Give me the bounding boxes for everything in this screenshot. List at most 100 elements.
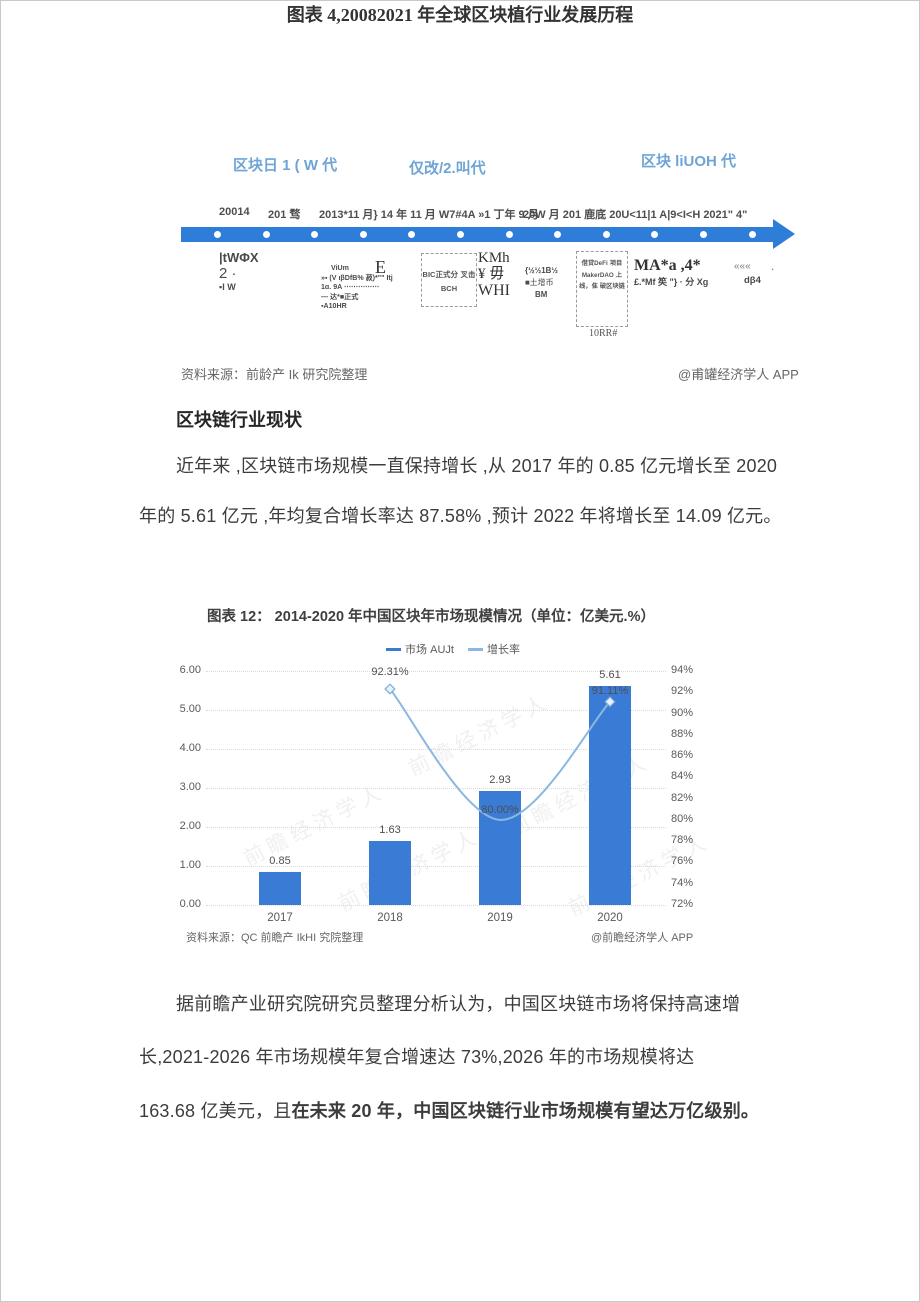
timeline-note-3: KMh ¥ 毋 WHI: [478, 250, 510, 299]
y-axis-tick-right: 92%: [671, 685, 694, 698]
note-2-line4: — 达*■正式: [321, 292, 359, 301]
figure4-source-left: 资料来源：前龄产 Ik 研究院整理: [181, 367, 368, 382]
box-2-line3: MakerDAO: [581, 271, 614, 279]
note-5-line1: MA*a ,4*: [634, 257, 701, 274]
y-axis-tick-right: 80%: [671, 812, 694, 825]
para2-line3-bold: 在未来 20 年，中国区块链行业市场规模有望达万亿级别。: [291, 1101, 760, 1121]
y-axis-tick-right: 90%: [671, 706, 694, 719]
timeline-date-4: 20W 月 201 鹿底 20U<11|1 A|9<I<H 2021" 4": [523, 209, 748, 221]
gridline: [206, 866, 666, 867]
y-axis-tick-right: 94%: [671, 664, 694, 676]
timeline-node-dot: [408, 231, 416, 238]
para2-line3-normal: 163.68 亿美元，且: [139, 1101, 292, 1121]
note-3-line1: KMh: [478, 250, 510, 266]
y-axis-tick-left: 4.00: [179, 742, 201, 754]
timeline-box-2-caption: 10RR#: [589, 328, 618, 339]
note-5-line2: £.*Mf 笶 "} · 分 Xg: [634, 277, 709, 287]
note-1-line3: ▪I W: [219, 282, 236, 292]
note-3-line2: ¥ 毋: [478, 265, 505, 282]
timeline-note-4: {½½1B½ ■土增币 BM: [525, 265, 558, 301]
x-axis-tick: 2020: [597, 912, 623, 924]
box-1-line1: BIC正式分: [422, 270, 458, 279]
timeline-node-dot: [457, 231, 464, 238]
note-1-line1: |tWΦX: [219, 250, 259, 265]
y-axis-tick-right: 78%: [671, 834, 694, 847]
timeline-note-6-dbeta: dβ4: [744, 275, 761, 286]
y-axis-tick-left: 2.00: [179, 820, 201, 832]
y-axis-tick-left: 5.00: [179, 703, 201, 715]
x-axis-tick: 2017: [267, 912, 293, 924]
section-heading: 区块链行业现状: [176, 410, 302, 430]
watermark-text: 前瞻经济学人: [404, 689, 555, 781]
market-size-bar: [369, 841, 411, 905]
box-2-line2: 项目: [609, 260, 623, 267]
box-2-line1: 借贷DeFi: [581, 260, 608, 267]
timeline-node-dot: [505, 231, 513, 238]
timeline-dashed-box-1: BIC正式分 叉击BCH: [421, 253, 477, 307]
market-size-bar: [589, 686, 631, 905]
y-axis-tick-left: 0.00: [179, 898, 201, 910]
figure12-source-right: @前瞻经济学人 APP: [591, 932, 694, 944]
y-axis-tick-right: 84%: [671, 770, 694, 783]
box-1-line2: 叉击BCH: [440, 270, 476, 293]
timeline-stage-label-3: 区块 liUOH 代: [641, 153, 737, 170]
timeline-date-2: 201 骛: [268, 209, 301, 221]
timeline-date-1: 20014: [219, 206, 250, 218]
timeline-node-dot: [359, 231, 367, 238]
bar-value-label: 0.85: [269, 854, 291, 867]
x-axis-tick: 2018: [377, 912, 403, 924]
note-2-line1: ViUm: [331, 264, 349, 272]
note-4-line2: ■土增币: [525, 277, 554, 287]
para2-line2: 长,2021-2026 年市场规模年复合增速达 73%,2026 年的市场规模将…: [139, 1047, 695, 1067]
y-axis-tick-right: 88%: [671, 727, 694, 740]
timeline-node-dot: [602, 231, 610, 238]
bar-value-label: 2.93: [489, 773, 511, 786]
timeline-note-6-chevrons: «««: [734, 261, 751, 272]
timeline-node-dot: [700, 231, 707, 238]
figure4-title: 图表 4,20082021 年全球区块植行业发展历程: [286, 5, 634, 25]
y-axis-tick-left: 6.00: [179, 664, 201, 676]
bar-value-label: 5.61: [599, 669, 621, 682]
box-2-line5: 破区块链: [599, 283, 625, 291]
legend-label: 增长率: [486, 644, 520, 656]
para2-line1: 据前瞻产业研究院研究员整理分析认为，中国区块链市场将保持高速增: [176, 994, 741, 1014]
timeline-stage-label-1: 区块日 1 ( W 代: [233, 157, 338, 174]
y-axis-tick-right: 76%: [671, 855, 694, 868]
note-3-line3: WHI: [478, 281, 510, 299]
para1-line2: 年的 5.61 亿元 ,年均复合增长率达 87.58% ,预计 2022 年将增…: [139, 506, 782, 526]
gridline: [206, 905, 666, 906]
y-axis-tick-right: 86%: [671, 749, 694, 762]
y-axis-tick-right: 74%: [671, 876, 694, 889]
note-1-line2: 2 ·: [219, 265, 237, 282]
timeline-node-dot: [311, 231, 319, 238]
legend-item: 市场 AUJt: [386, 641, 454, 657]
note-2-line5: ▪A10HR: [321, 302, 347, 311]
para1-line1: 近年来 ,区块链市场规模一直保持增长 ,从 2017 年的 0.85 亿元增长至…: [176, 456, 778, 476]
timeline-node-dot: [262, 231, 270, 238]
timeline-note-1: |tWΦX 2 · ▪I W: [219, 250, 259, 292]
legend-dash-icon: [386, 647, 402, 651]
note-2-line2: »▪ (V ιβDfB% 菽)*"" Itj: [321, 273, 393, 282]
y-axis-tick-right: 72%: [671, 898, 694, 910]
figure12-source-left: 资料来源：QC 前瞻产 IkHI 究院整理: [186, 932, 364, 944]
figure12-chart: 图表 12： 2014-2020 年中国区块年市场现模情况（单位：亿美元.%） …: [1, 599, 919, 964]
note-4-line3: BM: [535, 289, 548, 299]
y-axis-tick-right: 82%: [671, 791, 694, 804]
growth-rate-label: 91.11%: [591, 684, 629, 697]
figure4-source-right: @甫罐经济学人 APP: [678, 367, 799, 382]
growth-rate-label: 80.00%: [481, 803, 519, 816]
timeline-date-3: 2013*11 月} 14 年 11 月 W7#4A »1 丁年 9 月: [319, 209, 539, 221]
legend-item: 增长率: [467, 641, 520, 657]
chart-legend: 市场 AUJt 增长率: [1, 641, 905, 657]
timeline-arrow-bar: [181, 227, 775, 242]
legend-dash-icon: [467, 647, 483, 651]
gridline: [206, 827, 666, 828]
timeline-note-2-big-e: E: [375, 257, 386, 277]
watermark-text: 前瞻经济学人: [504, 749, 655, 841]
timeline-arrow-head-icon: [773, 219, 795, 249]
bar-value-label: 1.63: [379, 824, 401, 837]
x-axis-tick: 2019: [487, 912, 513, 924]
timeline-note-2: ViUm »▪ (V ιβDfB% 菽)*"" Itj 1ɑ. 9A ⋯⋯⋯⋯⋯…: [321, 264, 393, 312]
timeline-node-dot: [651, 231, 659, 238]
